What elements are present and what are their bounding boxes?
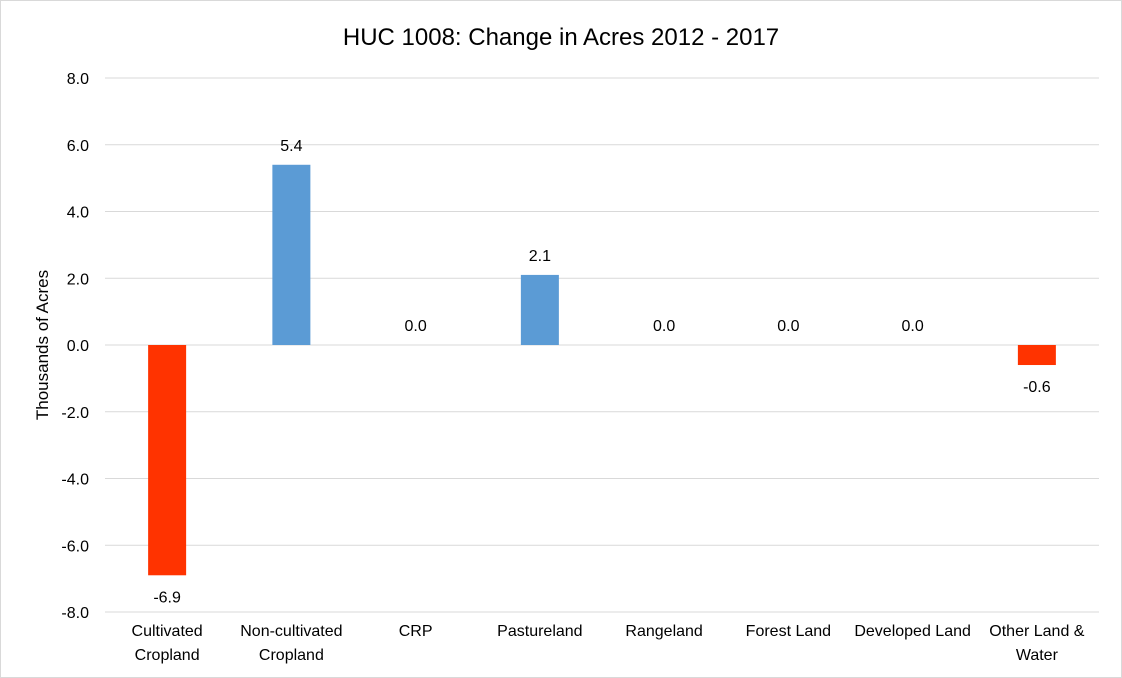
bar	[1017, 345, 1056, 366]
x-category-label: Pastureland	[497, 623, 582, 640]
chart-title: HUC 1008: Change in Acres 2012 - 2017	[343, 24, 779, 51]
y-tick-label: 8.0	[67, 71, 89, 88]
y-axis-ticks: 8.0 6.0 4.0 2.0 0.0 -2.0 -4.0 -6.0 -8.0	[61, 71, 89, 622]
y-tick-label: -4.0	[61, 472, 89, 489]
x-category-label: Cultivated	[132, 623, 203, 640]
data-labels: -6.9 5.4 0.0 2.1 0.0 0.0 0.0 -0.6	[153, 138, 1050, 607]
x-category-label: Water	[1016, 647, 1059, 664]
data-label: 0.0	[902, 318, 924, 335]
y-tick-label: 2.0	[67, 271, 89, 288]
data-label: 0.0	[777, 318, 799, 335]
x-axis-categories: Cultivated Cropland Non-cultivated Cropland…	[132, 623, 1085, 664]
bars	[148, 164, 1056, 576]
x-category-label: Other Land &	[989, 623, 1085, 640]
data-label: 5.4	[280, 138, 302, 155]
data-label: -0.6	[1023, 379, 1051, 396]
y-tick-label: 4.0	[67, 205, 89, 222]
data-label: 0.0	[405, 318, 427, 335]
y-tick-label: 6.0	[67, 138, 89, 155]
x-category-label: Cropland	[259, 647, 324, 664]
x-category-label: Cropland	[135, 647, 200, 664]
x-category-label: Rangeland	[625, 623, 702, 640]
y-tick-label: -8.0	[61, 605, 89, 622]
data-label: -6.9	[153, 589, 181, 606]
x-category-label: Forest Land	[746, 623, 831, 640]
data-label: 2.1	[529, 248, 551, 265]
x-category-label: Developed Land	[854, 623, 971, 640]
x-category-label: CRP	[399, 623, 433, 640]
gridlines	[105, 77, 1099, 613]
x-category-label: Non-cultivated	[240, 623, 342, 640]
data-label: 0.0	[653, 318, 675, 335]
bar	[272, 164, 311, 345]
y-axis-title: Thousands of Acres	[33, 270, 52, 420]
bar	[148, 345, 187, 576]
y-tick-label: 0.0	[67, 338, 89, 355]
bar	[520, 274, 559, 345]
y-tick-label: -6.0	[61, 538, 89, 555]
y-tick-label: -2.0	[61, 405, 89, 422]
